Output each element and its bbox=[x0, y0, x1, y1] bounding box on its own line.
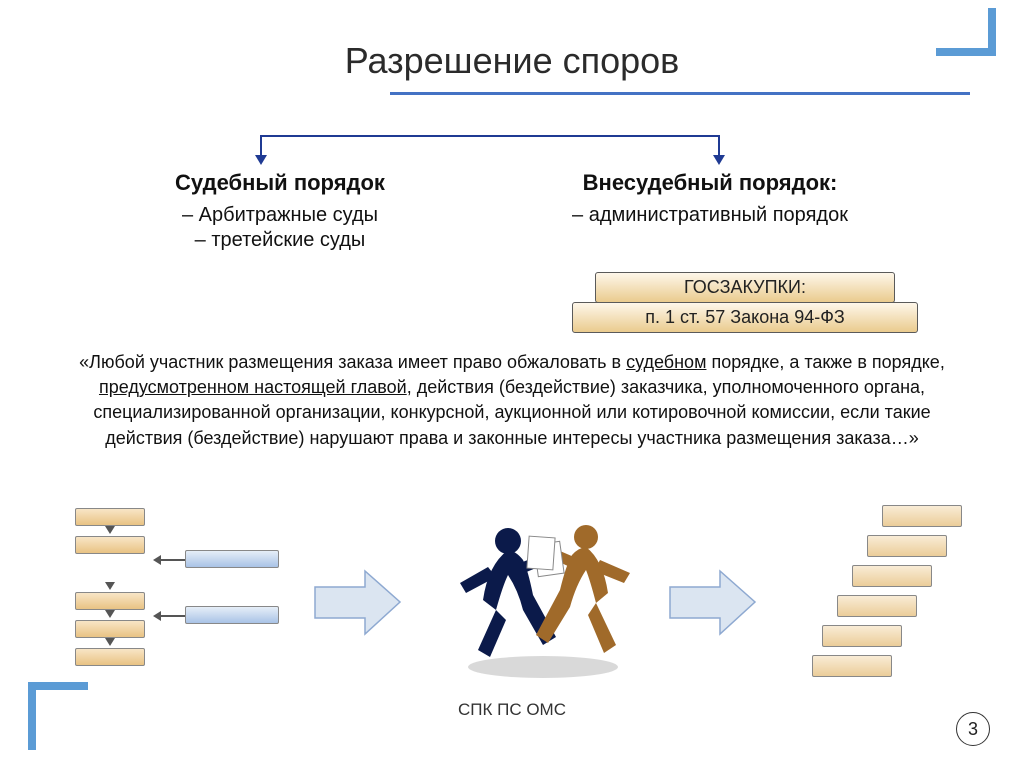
page-number: 3 bbox=[956, 712, 990, 746]
fighting-figures-icon bbox=[448, 515, 643, 680]
left-flow-diagram bbox=[75, 508, 295, 678]
tag-goszakupki: ГОСЗАКУПКИ: bbox=[595, 272, 895, 303]
footer-label: СПК ПС ОМС bbox=[0, 700, 1024, 720]
right-item-0: – административный порядок bbox=[520, 204, 900, 227]
left-item-0: – Арбитражные суды bbox=[90, 204, 470, 227]
corner-decor-bottom bbox=[28, 690, 36, 750]
right-column: Внесудебный порядок: – административный … bbox=[520, 170, 900, 229]
left-item-1: – третейские суды bbox=[90, 229, 470, 252]
stairs-diagram bbox=[812, 505, 962, 680]
branch-connector bbox=[260, 135, 720, 165]
slide-title: Разрешение споров bbox=[0, 40, 1024, 82]
left-heading: Судебный порядок bbox=[90, 170, 470, 196]
big-arrow-1 bbox=[310, 565, 405, 640]
right-heading: Внесудебный порядок: bbox=[520, 170, 900, 196]
left-column: Судебный порядок – Арбитражные суды – тр… bbox=[90, 170, 470, 254]
title-underline bbox=[390, 92, 970, 95]
quote-block: «Любой участник размещения заказа имеет … bbox=[70, 350, 954, 451]
big-arrow-2 bbox=[665, 565, 760, 640]
tag-law: п. 1 ст. 57 Закона 94-ФЗ bbox=[572, 302, 918, 333]
